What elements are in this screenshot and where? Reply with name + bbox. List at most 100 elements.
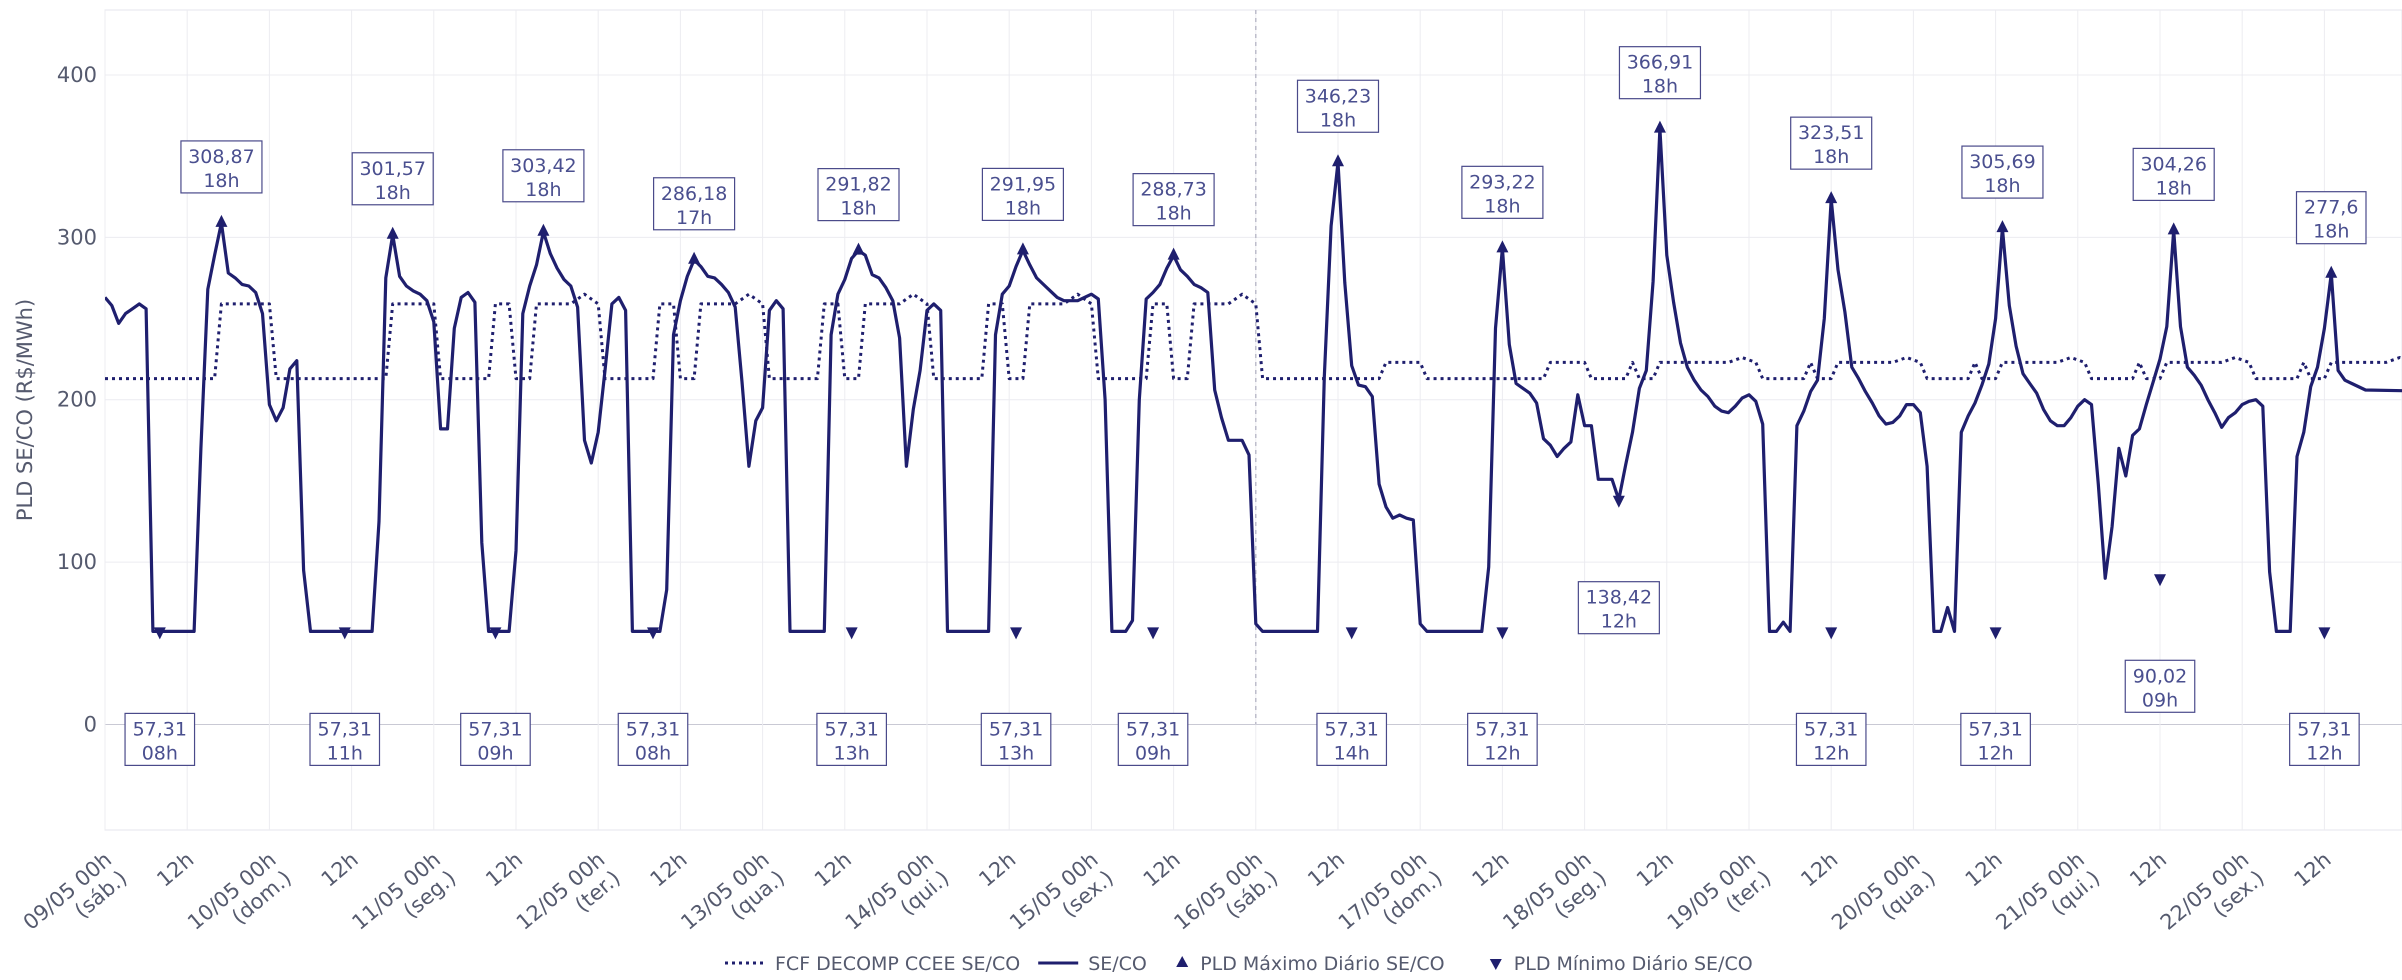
annotation-box — [309, 712, 381, 766]
annotation-hour: 18h — [375, 182, 411, 204]
min-marker — [1496, 627, 1509, 640]
annotation-value: 308,87 — [188, 146, 254, 168]
y-tick-label: 100 — [57, 550, 97, 574]
annotation-value: 57,31 — [1126, 718, 1180, 740]
x-tick-label-line: 12h — [152, 847, 198, 891]
annotation-value: 57,31 — [1475, 718, 1529, 740]
annotation-box — [1577, 581, 1660, 635]
max-marker — [1996, 220, 2009, 233]
annotation-hour: 11h — [327, 742, 363, 764]
annotation-value: 57,31 — [1968, 718, 2022, 740]
annotation-hour: 18h — [2313, 221, 2349, 243]
annotation-hour: 18h — [1005, 197, 1041, 219]
x-tick-label: 20/05 00h(qua.) — [1827, 847, 1940, 953]
max-marker — [2167, 222, 2180, 235]
legend-label: FCF DECOMP CCEE SE/CO — [775, 953, 1020, 975]
x-tick-label-line: 12h — [481, 847, 527, 891]
annotation-box — [2295, 191, 2367, 245]
annotation-value: 57,31 — [824, 718, 878, 740]
annotation-hour: 08h — [142, 742, 178, 764]
max-marker — [1653, 120, 1666, 133]
legend-label: PLD Máximo Diário SE/CO — [1200, 953, 1444, 975]
x-tick-label-line: 12h — [1468, 847, 1514, 891]
x-tick-label: 11/05 00h(seg.) — [347, 847, 460, 953]
series — [105, 120, 2402, 640]
legend-item: FCF DECOMP CCEE SE/CO — [725, 953, 1020, 975]
max-marker — [852, 242, 865, 255]
x-tick-label: 12h — [2125, 847, 2171, 891]
max-marker — [386, 226, 399, 239]
annotation-value: 57,31 — [318, 718, 372, 740]
max-marker — [1825, 191, 1838, 204]
annotation-hour: 13h — [834, 742, 870, 764]
annotation-hour: 17h — [676, 207, 712, 229]
annotation-value: 301,57 — [359, 158, 425, 180]
x-tick-label: 19/05 00h(ter.) — [1663, 847, 1776, 953]
y-tick-label: 200 — [57, 388, 97, 412]
x-tick-label: 12h — [1961, 847, 2007, 891]
y-tick-label: 300 — [57, 225, 97, 249]
annotation-hour: 09h — [477, 742, 513, 764]
annotation-value: 57,31 — [133, 718, 187, 740]
max-marker — [688, 251, 701, 264]
annotation-hour: 12h — [1977, 742, 2013, 764]
annotation-box — [817, 168, 900, 222]
annotation-value: 286,18 — [661, 183, 727, 205]
x-tick-label: 10/05 00h(dom.) — [183, 847, 296, 953]
min-marker — [2154, 574, 2166, 587]
annotation-value: 323,51 — [1798, 122, 1864, 144]
annotation-value: 305,69 — [1969, 151, 2035, 173]
max-marker — [2325, 265, 2338, 278]
x-tick-label: 12h — [481, 847, 527, 891]
x-tick-label-line: 12h — [1796, 847, 1842, 891]
legend-swatch — [1489, 959, 1502, 970]
x-tick-label: 12h — [646, 847, 692, 891]
legend: FCF DECOMP CCEE SE/CO SE/CO PLD Máximo Diá… — [725, 953, 1753, 975]
x-tick-label: 12h — [317, 847, 363, 891]
annotation-hour: 18h — [203, 170, 239, 192]
annotation-value: 293,22 — [1469, 171, 1535, 193]
annotation-value: 57,31 — [1324, 718, 1378, 740]
annotation-box — [1790, 116, 1873, 170]
x-tick-label-line: 12h — [2290, 847, 2336, 891]
annotation-box — [2124, 659, 2196, 713]
annotation-box — [1117, 712, 1189, 766]
x-tick-label: 13/05 00h(qua.) — [676, 847, 789, 953]
annotation-box — [1132, 173, 1215, 227]
x-tick-label-line: 12h — [974, 847, 1020, 891]
min-marker — [338, 627, 351, 640]
x-tick-label: 18/05 00h(seg.) — [1498, 847, 1611, 953]
y-axis-label: PLD SE/CO (R$/MWh) — [13, 299, 37, 521]
annotation-hour: 18h — [1642, 76, 1678, 98]
annotation-value: 57,31 — [2297, 718, 2351, 740]
annotation-box — [617, 712, 689, 766]
x-tick-label-line: 12h — [1303, 847, 1349, 891]
max-marker — [1332, 154, 1344, 167]
annotation-box — [502, 149, 585, 203]
x-tick-label: 12h — [1303, 847, 1349, 891]
annotation-box — [981, 167, 1065, 221]
annotation-box — [124, 712, 196, 766]
x-tick-label: 22/05 00h(sex.) — [2156, 847, 2269, 953]
annotation-hour: 09h — [2142, 689, 2178, 711]
min-marker — [1825, 627, 1838, 640]
x-tick-label: 12h — [1468, 847, 1514, 891]
x-tick-label: 16/05 00h(sáb.) — [1169, 847, 1282, 953]
annotation-value: 304,26 — [2140, 153, 2206, 175]
annotation-hour: 18h — [1484, 195, 1520, 217]
annotation-box — [1961, 145, 2044, 199]
min-marker — [1345, 627, 1358, 640]
